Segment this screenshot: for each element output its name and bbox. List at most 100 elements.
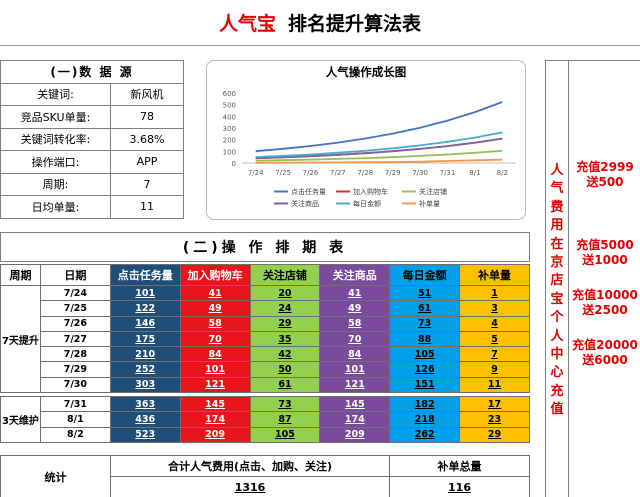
schedule-cell[interactable]: 121 bbox=[319, 376, 391, 394]
schedule-cell[interactable]: 11 bbox=[459, 376, 530, 394]
add-cart-cell[interactable]: 58 bbox=[208, 318, 222, 330]
summary-cost-value[interactable]: 1316 bbox=[110, 476, 390, 497]
schedule-cell[interactable]: 262 bbox=[389, 426, 461, 443]
follow-store-cell[interactable]: 42 bbox=[278, 348, 292, 360]
supplement-cell[interactable]: 1 bbox=[491, 287, 498, 299]
follow-store-cell[interactable]: 29 bbox=[278, 318, 292, 330]
schedule-cell[interactable]: 209 bbox=[179, 426, 251, 443]
schedule-cell[interactable]: 363 bbox=[109, 395, 181, 413]
add-cart-cell[interactable]: 49 bbox=[208, 302, 222, 314]
schedule-cell[interactable]: 49 bbox=[179, 300, 251, 317]
supplement-cell[interactable]: 17 bbox=[487, 398, 502, 410]
follow-product-cell[interactable]: 70 bbox=[348, 333, 362, 345]
schedule-cell[interactable]: 523 bbox=[109, 426, 181, 443]
daily-amount-cell[interactable]: 182 bbox=[414, 398, 435, 410]
schedule-cell[interactable]: 29 bbox=[249, 315, 321, 332]
schedule-cell[interactable]: 436 bbox=[109, 411, 181, 428]
add-cart-cell[interactable]: 84 bbox=[208, 348, 222, 360]
daily-amount-cell[interactable]: 126 bbox=[414, 364, 435, 376]
schedule-cell[interactable]: 105 bbox=[249, 426, 321, 443]
schedule-cell[interactable]: 175 bbox=[109, 330, 181, 348]
daily-amount-cell[interactable]: 51 bbox=[418, 287, 432, 299]
schedule-cell[interactable]: 42 bbox=[249, 346, 321, 363]
daily-amount-cell[interactable]: 262 bbox=[414, 429, 435, 441]
data-source-value[interactable]: APP bbox=[110, 150, 184, 174]
schedule-cell[interactable]: 121 bbox=[179, 376, 251, 394]
schedule-cell[interactable]: 145 bbox=[179, 395, 251, 413]
add-cart-cell[interactable]: 70 bbox=[208, 333, 222, 345]
schedule-cell[interactable]: 105 bbox=[389, 346, 461, 363]
follow-store-cell[interactable]: 61 bbox=[278, 379, 292, 391]
clicks-cell[interactable]: 175 bbox=[135, 333, 156, 345]
supplement-cell[interactable]: 29 bbox=[487, 429, 502, 441]
recharge-offer[interactable]: 充值10000 送2500 bbox=[572, 288, 638, 318]
schedule-cell[interactable]: 145 bbox=[319, 395, 391, 413]
supplement-cell[interactable]: 9 bbox=[491, 364, 498, 376]
follow-product-cell[interactable]: 58 bbox=[348, 318, 362, 330]
schedule-cell[interactable]: 7 bbox=[459, 346, 530, 363]
schedule-cell[interactable]: 58 bbox=[179, 315, 251, 332]
schedule-cell[interactable]: 218 bbox=[389, 411, 461, 428]
schedule-cell[interactable]: 4 bbox=[459, 315, 530, 332]
supplement-cell[interactable]: 5 bbox=[491, 333, 498, 345]
recharge-offer[interactable]: 充值20000 送6000 bbox=[572, 338, 638, 368]
follow-store-cell[interactable]: 24 bbox=[278, 302, 292, 314]
schedule-cell[interactable]: 174 bbox=[319, 411, 391, 428]
schedule-cell[interactable]: 73 bbox=[389, 315, 461, 332]
schedule-cell[interactable]: 174 bbox=[179, 411, 251, 428]
clicks-cell[interactable]: 523 bbox=[135, 429, 156, 441]
schedule-cell[interactable]: 1 bbox=[459, 284, 530, 302]
schedule-cell[interactable]: 252 bbox=[109, 361, 181, 378]
follow-store-cell[interactable]: 87 bbox=[278, 413, 292, 425]
schedule-cell[interactable]: 73 bbox=[249, 395, 321, 413]
schedule-cell[interactable]: 41 bbox=[179, 284, 251, 302]
daily-amount-cell[interactable]: 105 bbox=[414, 348, 435, 360]
add-cart-cell[interactable]: 41 bbox=[208, 287, 222, 299]
follow-store-cell[interactable]: 20 bbox=[278, 287, 292, 299]
clicks-cell[interactable]: 303 bbox=[135, 379, 156, 391]
schedule-cell[interactable]: 101 bbox=[109, 284, 181, 302]
schedule-cell[interactable]: 84 bbox=[319, 346, 391, 363]
schedule-cell[interactable]: 122 bbox=[109, 300, 181, 317]
add-cart-cell[interactable]: 145 bbox=[205, 398, 225, 410]
schedule-cell[interactable]: 17 bbox=[459, 395, 530, 413]
add-cart-cell[interactable]: 101 bbox=[205, 364, 225, 376]
schedule-cell[interactable]: 61 bbox=[389, 300, 461, 317]
follow-store-cell[interactable]: 105 bbox=[275, 429, 295, 441]
daily-amount-cell[interactable]: 61 bbox=[418, 302, 432, 314]
recharge-offer[interactable]: 充值5000 送1000 bbox=[572, 238, 638, 268]
follow-store-cell[interactable]: 73 bbox=[278, 398, 292, 410]
schedule-cell[interactable]: 209 bbox=[319, 426, 391, 443]
data-source-value[interactable]: 新风机 bbox=[110, 82, 184, 106]
schedule-cell[interactable]: 146 bbox=[109, 315, 181, 332]
data-source-value[interactable]: 78 bbox=[110, 105, 184, 129]
add-cart-cell[interactable]: 209 bbox=[205, 429, 225, 441]
clicks-cell[interactable]: 146 bbox=[135, 318, 156, 330]
schedule-cell[interactable]: 5 bbox=[459, 330, 530, 348]
schedule-cell[interactable]: 87 bbox=[249, 411, 321, 428]
follow-product-cell[interactable]: 84 bbox=[348, 348, 362, 360]
schedule-cell[interactable]: 23 bbox=[459, 411, 530, 428]
clicks-cell[interactable]: 363 bbox=[135, 398, 156, 410]
schedule-cell[interactable]: 70 bbox=[319, 330, 391, 348]
schedule-cell[interactable]: 41 bbox=[319, 284, 391, 302]
schedule-cell[interactable]: 61 bbox=[249, 376, 321, 394]
schedule-cell[interactable]: 20 bbox=[249, 284, 321, 302]
add-cart-cell[interactable]: 174 bbox=[205, 413, 225, 425]
schedule-cell[interactable]: 51 bbox=[389, 284, 461, 302]
summary-orders-value[interactable]: 116 bbox=[389, 476, 530, 497]
recharge-offer[interactable]: 充值2999 送500 bbox=[572, 160, 638, 190]
data-source-value[interactable]: 7 bbox=[110, 172, 184, 196]
clicks-cell[interactable]: 252 bbox=[135, 364, 156, 376]
add-cart-cell[interactable]: 121 bbox=[205, 379, 225, 391]
schedule-cell[interactable]: 70 bbox=[179, 330, 251, 348]
schedule-cell[interactable]: 151 bbox=[389, 376, 461, 394]
follow-product-cell[interactable]: 174 bbox=[344, 413, 365, 425]
follow-product-cell[interactable]: 101 bbox=[344, 364, 365, 376]
schedule-cell[interactable]: 101 bbox=[319, 361, 391, 378]
clicks-cell[interactable]: 436 bbox=[135, 413, 156, 425]
data-source-value[interactable]: 3.68% bbox=[110, 127, 184, 151]
schedule-cell[interactable]: 9 bbox=[459, 361, 530, 378]
supplement-cell[interactable]: 4 bbox=[491, 318, 498, 330]
supplement-cell[interactable]: 3 bbox=[491, 302, 498, 314]
